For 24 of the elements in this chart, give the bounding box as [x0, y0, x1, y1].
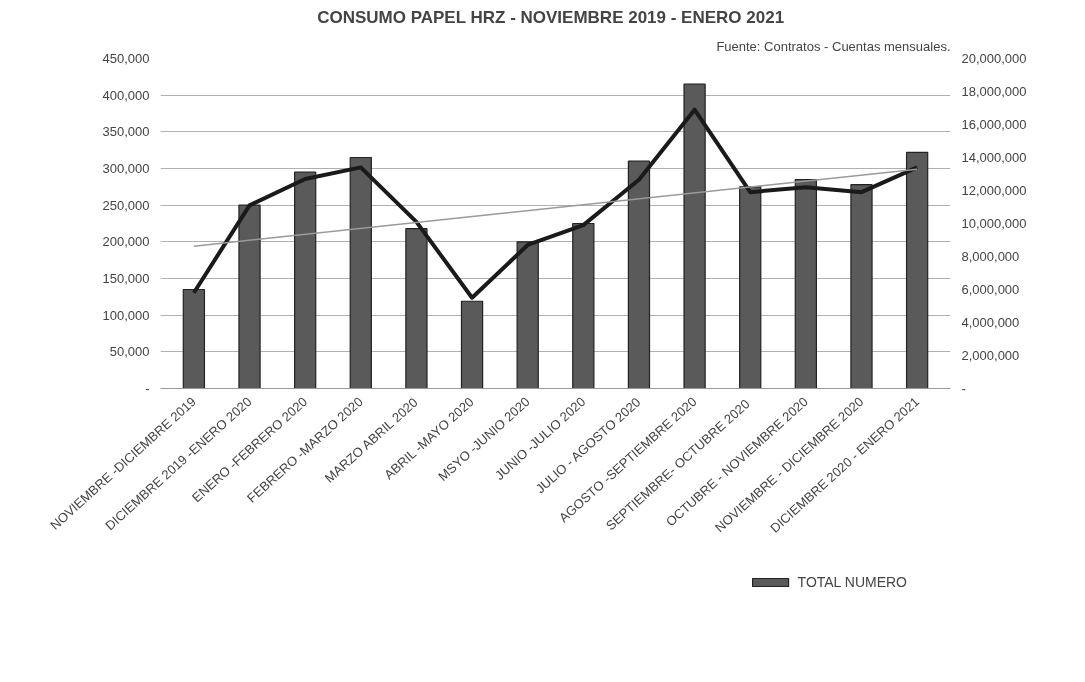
y2-tick-label: 14,000,000 [961, 150, 1027, 165]
y2-tick-label: 6,000,000 [961, 282, 1020, 297]
legend-label: TOTAL NUMERO [797, 574, 907, 590]
y2-tick-label: 16,000,000 [961, 117, 1027, 132]
y2-tick-label: - [961, 381, 966, 396]
y-tick-label: 200,000 [102, 234, 150, 250]
y-tick-label: 150,000 [102, 271, 150, 286]
y-tick-label: 50,000 [109, 344, 150, 360]
y2-tick-label: 18,000,000 [961, 84, 1027, 99]
y-tick-label: 100,000 [102, 307, 150, 323]
y-tick-label: 450,000 [102, 51, 150, 66]
y2-tick-label: 10,000,000 [961, 216, 1027, 231]
y-tick-label: 250,000 [102, 197, 150, 213]
y-tick-label: - [145, 381, 150, 396]
y-tick-label: 350,000 [102, 124, 150, 140]
source-note: Fuente: Contratos - Cuentas mensuales. [716, 38, 951, 54]
y2-tick-label: 12,000,000 [961, 183, 1027, 198]
y2-tick-label: 8,000,000 [961, 249, 1020, 264]
y-tick-label: 300,000 [102, 161, 150, 176]
chart-title: CONSUMO PAPEL HRZ - NOVIEMBRE 2019 - ENERO 2021 [317, 7, 785, 27]
y2-tick-label: 2,000,000 [961, 348, 1020, 363]
y-tick-label: 400,000 [102, 87, 150, 103]
y2-tick-label: 20,000,000 [961, 51, 1027, 66]
y2-tick-label: 4,000,000 [961, 315, 1020, 330]
